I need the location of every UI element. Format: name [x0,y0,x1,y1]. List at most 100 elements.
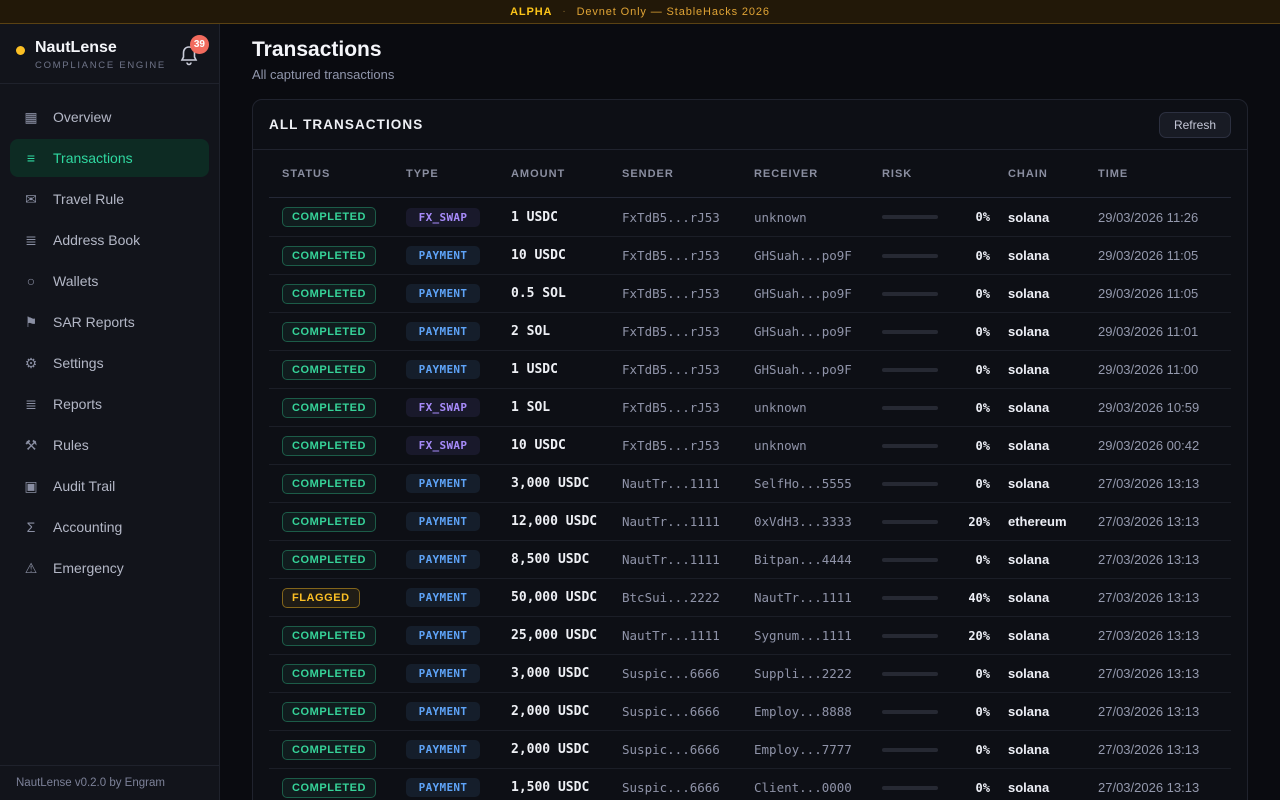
risk-percent: 0% [975,438,990,453]
sidebar-item-label: Accounting [53,519,123,535]
sidebar-header: NautLense COMPLIANCE ENGINE 39 [0,24,219,84]
table-row[interactable]: COMPLETED PAYMENT 1 USDC FxTdB5...rJ53 G… [269,350,1231,388]
grid-icon: ▦ [24,108,38,125]
cell-status: COMPLETED [282,739,406,760]
cell-amount: 3,000 USDC [511,476,590,491]
sidebar-item-travel-rule[interactable]: ✉ Travel Rule [10,180,209,218]
risk-bar [882,291,938,296]
cell-receiver: GHSuah...po9F [754,286,852,301]
sidebar-item-accounting[interactable]: Σ Accounting [10,508,209,546]
cell-type: FX_SWAP [406,207,511,227]
alpha-badge: ALPHA [510,5,553,18]
sidebar-item-wallets[interactable]: ○ Wallets [10,262,209,300]
list-icon: ≡ [26,150,36,166]
table-row[interactable]: COMPLETED PAYMENT 10 USDC FxTdB5...rJ53 … [269,236,1231,274]
cell-sender: Suspic...6666 [622,780,720,795]
type-badge: PAYMENT [406,284,480,303]
type-badge: FX_SWAP [406,398,480,417]
sidebar-item-label: Emergency [53,560,124,576]
cell-time: 27/03/2026 13:13 [1098,704,1200,719]
risk-bar [882,671,938,676]
sidebar-item-emergency[interactable]: ⚠ Emergency [10,549,209,587]
cell-status: COMPLETED [282,207,406,227]
cell-chain: solana [1008,209,1050,225]
table-row[interactable]: COMPLETED PAYMENT 0.5 SOL FxTdB5...rJ53 … [269,274,1231,312]
risk-percent: 40% [968,590,990,605]
cell-time: 27/03/2026 13:13 [1098,590,1200,605]
envelope-icon: ✉ [25,190,37,207]
cell-status: COMPLETED [282,435,406,456]
table-row[interactable]: COMPLETED FX_SWAP 1 SOL FxTdB5...rJ53 un… [269,388,1231,426]
cell-time: 27/03/2026 13:13 [1098,476,1200,491]
status-badge: COMPLETED [282,663,377,684]
brand: NautLense COMPLIANCE ENGINE [16,38,166,71]
notifications-button[interactable]: 39 [179,35,209,71]
status-badge: COMPLETED [282,777,377,798]
cell-sender: NautTr...1111 [622,514,720,529]
cell-receiver: 0xVdH3...3333 [754,514,852,529]
risk-bar [882,481,938,486]
cell-receiver: Bitpan...4444 [754,552,852,567]
cell-sender: NautTr...1111 [622,628,720,643]
table-row[interactable]: COMPLETED PAYMENT 3,000 USDC Suspic...66… [269,654,1231,692]
status-badge: COMPLETED [282,701,377,722]
cell-chain: solana [1008,286,1050,301]
type-badge: FX_SWAP [406,436,480,455]
banner-message: Devnet Only — StableHacks 2026 [576,5,770,18]
cell-time: 29/03/2026 11:05 [1098,248,1199,263]
status-badge: COMPLETED [282,207,377,227]
gear-icon: ⚙ [24,354,38,371]
page-subtitle: All captured transactions [252,67,395,82]
table-row[interactable]: COMPLETED PAYMENT 25,000 USDC NautTr...1… [269,616,1231,654]
table-row[interactable]: COMPLETED PAYMENT 3,000 USDC NautTr...11… [269,464,1231,502]
cell-amount: 50,000 USDC [511,590,598,605]
cell-type: PAYMENT [406,778,511,797]
brand-tagline: COMPLIANCE ENGINE [35,60,166,71]
sidebar-item-address-book[interactable]: ≣ Address Book [10,221,209,259]
sidebar-item-settings[interactable]: ⚙ Settings [10,344,209,382]
sidebar-item-overview[interactable]: ▦ Overview [10,98,209,136]
table-row[interactable]: COMPLETED PAYMENT 12,000 USDC NautTr...1… [269,502,1231,540]
cell-amount: 0.5 SOL [511,286,566,301]
risk-bar [882,785,938,790]
table-row[interactable]: COMPLETED PAYMENT 2,000 USDC Suspic...66… [269,692,1231,730]
cell-risk: 0% [882,401,1008,415]
report-list-icon: ≣ [25,395,37,412]
table-row[interactable]: COMPLETED FX_SWAP 1 USDC FxTdB5...rJ53 u… [269,198,1231,236]
table-row[interactable]: COMPLETED PAYMENT 1,500 USDC Suspic...66… [269,768,1231,800]
cell-type: FX_SWAP [406,436,511,455]
cell-risk: 0% [882,667,1008,681]
table-row[interactable]: COMPLETED PAYMENT 2,000 USDC Suspic...66… [269,730,1231,768]
refresh-button[interactable]: Refresh [1158,111,1231,138]
cell-receiver: unknown [754,400,807,415]
cell-chain: solana [1008,438,1050,453]
risk-bar [882,709,938,714]
cell-status: COMPLETED [282,549,406,570]
cell-chain: ethereum [1008,514,1067,529]
risk-bar [882,747,938,752]
sidebar-item-label: Travel Rule [53,191,125,207]
column-header-sender: SENDER [622,167,674,180]
cell-sender: Suspic...6666 [622,704,720,719]
column-header-time: TIME [1098,167,1129,180]
cell-chain: solana [1008,780,1050,795]
cell-receiver: NautTr...1111 [754,590,852,605]
table-row[interactable]: COMPLETED FX_SWAP 10 USDC FxTdB5...rJ53 … [269,426,1231,464]
risk-percent: 0% [975,476,990,491]
table-row[interactable]: COMPLETED PAYMENT 8,500 USDC NautTr...11… [269,540,1231,578]
table-row[interactable]: COMPLETED PAYMENT 2 SOL FxTdB5...rJ53 GH… [269,312,1231,350]
risk-percent: 0% [975,210,990,224]
sidebar-item-rules[interactable]: ⚒ Rules [10,426,209,464]
sidebar-item-reports[interactable]: ≣ Reports [10,385,209,423]
cell-type: PAYMENT [406,246,511,265]
sidebar-item-sar-reports[interactable]: ⚑ SAR Reports [10,303,209,341]
cell-time: 27/03/2026 13:13 [1098,780,1200,795]
table-row[interactable]: FLAGGED PAYMENT 50,000 USDC BtcSui...222… [269,578,1231,616]
cell-sender: BtcSui...2222 [622,590,720,605]
cell-amount: 3,000 USDC [511,666,590,681]
sidebar-item-audit-trail[interactable]: ▣ Audit Trail [10,467,209,505]
cell-type: PAYMENT [406,284,511,303]
cell-time: 27/03/2026 13:13 [1098,628,1200,643]
type-badge: PAYMENT [406,246,480,265]
sidebar-item-transactions[interactable]: ≡ Transactions [10,139,209,177]
